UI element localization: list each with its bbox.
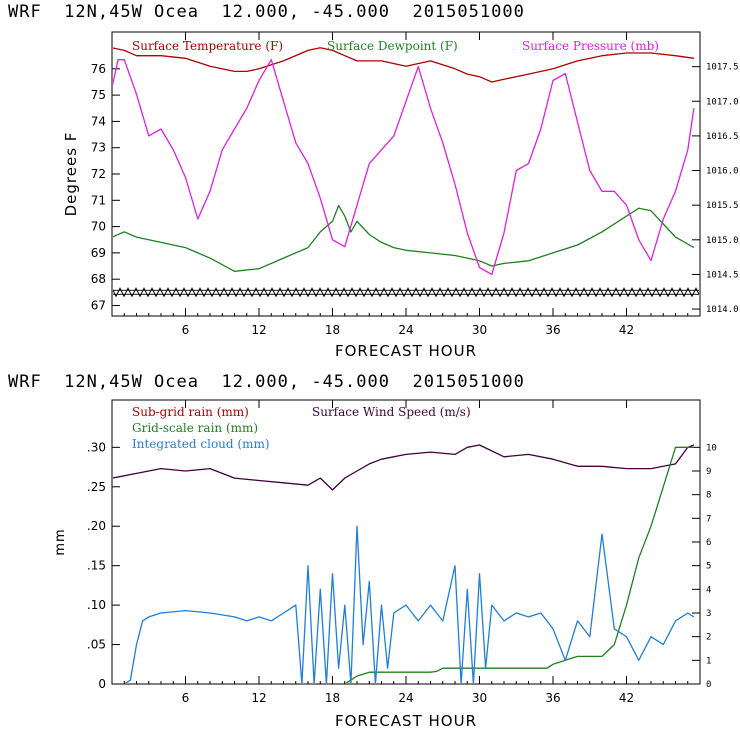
chart1-series-surface-temperature-f [113, 47, 694, 83]
chart1-y-tick-label: 72 [91, 167, 106, 181]
chart2-x-tick-label: 24 [398, 691, 413, 705]
chart1-y2-tick-label: 1015.5 [706, 201, 739, 211]
chart1-y2-tick-label: 1017.5 [706, 63, 739, 73]
chart2-series-grid-scale-rain-mm [345, 446, 694, 683]
chart1-x-tick-label: 12 [251, 323, 266, 337]
chart1-y2-tick-label: 1016.5 [706, 132, 739, 142]
chart1-legend-surface-temperature-f: Surface Temperature (F) [132, 39, 283, 53]
chart2-series-surface-wind-speed-m-s [113, 444, 695, 491]
chart2-x-tick-label: 42 [619, 691, 634, 705]
chart1-y2-tick-label: 1016.0 [706, 167, 739, 177]
chart1-y-tick-label: 70 [91, 220, 106, 234]
chart1-x-tick-label: 36 [545, 323, 560, 337]
chart1-y-tick-label: 68 [91, 272, 106, 286]
chart2-y-tick-label: .05 [87, 638, 106, 652]
chart1-y-tick-label: 69 [91, 246, 106, 260]
chart2-y2-tick-label: 1 [706, 656, 711, 666]
chart1-x-tick-label: 18 [325, 323, 340, 337]
chart1-y-axis-title: Degrees F [62, 132, 80, 217]
chart2-y2-tick-label: 9 [706, 467, 711, 477]
chart2-y2-tick-label: 0 [706, 680, 711, 690]
chart1-header: WRF 12N,45W Ocea 12.000, -45.000 2015051… [8, 2, 525, 22]
chart2-x-tick-label: 30 [472, 691, 487, 705]
chart1-legend-surface-dewpoint-f: Surface Dewpoint (F) [327, 39, 458, 53]
chart2-y2-tick-label: 7 [706, 514, 711, 524]
chart1-y-tick-label: 71 [91, 193, 106, 207]
chart1-y2-tick-label: 1015.0 [706, 236, 739, 246]
chart2-x-axis-title: FORECAST HOUR [335, 712, 477, 730]
chart1-y2-tick-label: 1017.0 [706, 97, 739, 107]
chart2-y-axis-title: mm [53, 528, 68, 555]
chart1-series-hatched-band [113, 287, 699, 298]
chart2-y-tick-label: .30 [87, 440, 106, 454]
chart2-y-tick-label: 0 [98, 677, 106, 691]
chart1-y-tick-label: 74 [91, 114, 106, 128]
chart2-x-tick-label: 6 [182, 691, 190, 705]
chart1-plot-frame [111, 31, 701, 317]
chart2-y2-tick-label: 6 [706, 538, 711, 548]
chart1-y-tick-label: 75 [91, 88, 106, 102]
chart2-x-tick-label: 18 [325, 691, 340, 705]
chart2-y2-tick-label: 8 [706, 491, 711, 501]
chart1-x-tick-label: 24 [398, 323, 413, 337]
chart2-legend-sub-grid-rain-mm: Sub-grid rain (mm) [132, 405, 249, 419]
chart1-x-axis-title: FORECAST HOUR [335, 342, 477, 360]
chart1-y2-tick-label: 1014.5 [706, 270, 739, 280]
chart2-y-tick-label: .10 [87, 598, 106, 612]
chart2-header: WRF 12N,45W Ocea 12.000, -45.000 2015051… [8, 372, 525, 392]
chart1-x-tick-label: 42 [619, 323, 634, 337]
chart2-y2-tick-label: 4 [706, 585, 711, 595]
chart2-y2-tick-label: 3 [706, 609, 711, 619]
chart2-y-tick-label: .20 [87, 519, 106, 533]
chart2-legend-grid-scale-rain-mm: Grid-scale rain (mm) [132, 421, 258, 435]
chart2-y2-tick-label: 2 [706, 633, 711, 643]
chart1-x-tick-label: 6 [182, 323, 190, 337]
chart1-y-tick-label: 76 [91, 62, 106, 76]
chart2-y-tick-label: .25 [87, 480, 106, 494]
chart1-series-surface-dewpoint-f [113, 204, 695, 272]
chart1-y-tick-label: 67 [91, 298, 106, 312]
chart2-legend-surface-wind-speed-m-s: Surface Wind Speed (m/s) [312, 405, 471, 419]
chart2-y-tick-label: .15 [87, 559, 106, 573]
chart2-series-integrated-cloud-mm [124, 525, 695, 683]
chart2-x-tick-label: 36 [545, 691, 560, 705]
chart1-legend-surface-pressure-mb: Surface Pressure (mb) [522, 39, 659, 53]
chart1-y2-tick-label: 1014.0 [706, 305, 739, 315]
chart2-y2-tick-label: 10 [706, 443, 717, 453]
chart2-x-tick-label: 12 [251, 691, 266, 705]
chart1-x-tick-label: 30 [472, 323, 487, 337]
chart2-y2-tick-label: 5 [706, 562, 711, 572]
chart2-legend-integrated-cloud-mm: Integrated cloud (mm) [132, 437, 270, 451]
chart1-y-tick-label: 73 [91, 141, 106, 155]
chart1-series-surface-pressure-mb [113, 59, 695, 276]
